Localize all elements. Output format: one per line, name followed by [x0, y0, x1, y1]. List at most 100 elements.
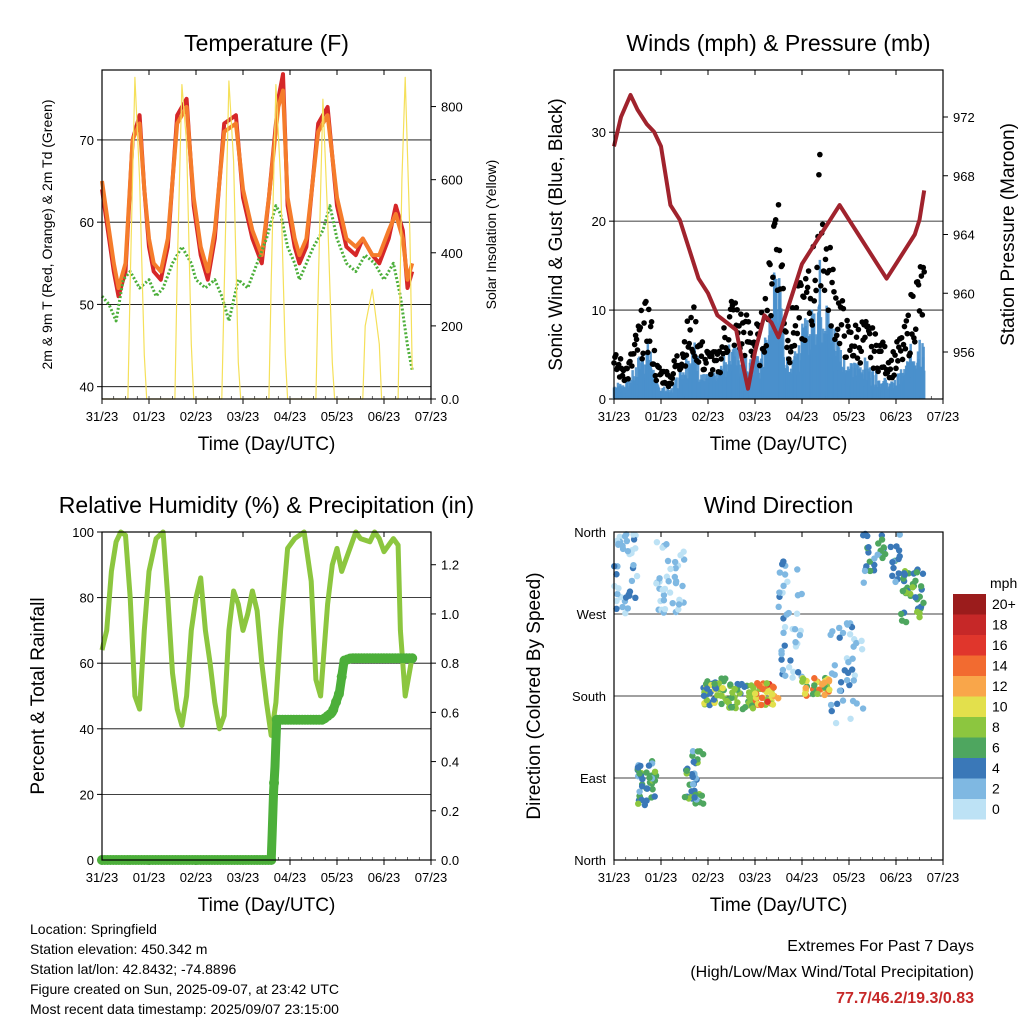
gust-point	[806, 310, 813, 317]
precip-point	[331, 696, 342, 707]
direction-point	[844, 621, 851, 628]
gust-point	[688, 314, 694, 321]
direction-point	[666, 589, 674, 596]
direction-point	[865, 544, 872, 551]
gust-point	[851, 343, 858, 350]
x-tick-label: 01/23	[133, 409, 166, 424]
direction-point	[841, 667, 848, 674]
y-tick-label: North	[574, 853, 606, 868]
gust-point	[633, 336, 640, 343]
gust-point	[905, 312, 912, 319]
gust-point	[708, 353, 715, 360]
direction-point	[901, 571, 908, 578]
y2-tick-label: 200	[441, 319, 463, 334]
gust-point	[770, 274, 776, 281]
y2-tick-label: 968	[953, 169, 975, 184]
direction-point	[775, 603, 782, 611]
gust-point	[841, 333, 848, 339]
gust-point	[708, 371, 714, 378]
y-tick-label: 80	[80, 591, 94, 606]
x-tick-label: 01/23	[645, 870, 678, 885]
plot-frame	[101, 531, 432, 861]
gust-point	[918, 273, 925, 279]
y2-tick-label: 0.6	[441, 705, 459, 720]
chart-2: 0 10 20 30 956 960 964 968 972 31/23 01/23 02/23 03/…	[546, 30, 1019, 455]
gust-point	[816, 171, 822, 178]
legend-swatch	[953, 655, 986, 676]
gust-point	[619, 372, 626, 379]
gust-point	[804, 284, 811, 291]
direction-point	[636, 788, 643, 795]
gust-point	[769, 281, 775, 287]
direction-point	[912, 594, 919, 601]
x-tick-label: 06/23	[880, 409, 913, 424]
speed-legend: mph 20+ 18 16 14 12 10 8 6 4 2 0	[953, 575, 1017, 820]
gust-point	[625, 376, 631, 382]
direction-point	[778, 656, 785, 663]
direction-point	[828, 707, 835, 715]
direction-point	[778, 650, 785, 658]
direction-point	[727, 681, 734, 688]
x-tick-label: 31/23	[86, 870, 119, 885]
gust-point	[821, 287, 828, 294]
chart-3: 0 20 40 60 80 100 0.0 0.2 0.4 0.6 0.8 1.0 1.2 31/23 01…	[28, 492, 474, 916]
direction-point	[669, 599, 676, 607]
gust-point	[682, 363, 689, 369]
direction-point	[790, 668, 797, 675]
direction-point	[698, 792, 706, 799]
gust-point	[912, 338, 918, 345]
gust-point	[809, 322, 816, 328]
direction-point	[633, 572, 641, 580]
gust-point	[692, 353, 698, 360]
gust-point	[845, 323, 851, 330]
gust-point	[891, 372, 897, 378]
direction-point	[734, 699, 741, 706]
gust-point	[786, 359, 793, 366]
direction-point	[839, 629, 847, 637]
gust-point	[775, 201, 782, 208]
precip-point	[336, 671, 347, 682]
gust-point	[822, 256, 829, 263]
gust-point	[811, 298, 818, 304]
direction-point	[751, 690, 759, 697]
gust-point	[698, 353, 705, 360]
direction-point	[814, 690, 821, 698]
chart-4: North East South West North 31/23 01/23 02/23 03…	[524, 492, 1017, 916]
direction-point	[825, 676, 833, 684]
gust-point	[634, 347, 641, 353]
x-tick-label: 05/23	[833, 870, 866, 885]
direction-point	[720, 678, 727, 685]
y2-tick-label: 964	[953, 228, 975, 243]
gust-point	[912, 326, 919, 333]
gust-point	[825, 307, 832, 314]
y2-tick-label: 1.2	[441, 558, 459, 573]
x-axis-label: Time (Day/UTC)	[710, 434, 848, 455]
gust-point	[844, 317, 850, 324]
gust-point	[875, 368, 881, 375]
direction-point	[796, 631, 804, 639]
gust-point	[919, 312, 926, 318]
gust-point	[915, 282, 922, 288]
gust-point	[656, 364, 662, 371]
direction-point	[665, 578, 672, 585]
station-elevation: Station elevation: 450.342 m	[30, 941, 208, 957]
gust-point	[695, 359, 702, 365]
direction-point	[728, 694, 735, 702]
gust-point	[631, 341, 638, 348]
direction-point	[801, 690, 809, 697]
direction-point	[663, 541, 670, 548]
direction-point	[913, 569, 921, 576]
gust-point	[793, 304, 800, 311]
legend-label: 4	[992, 760, 1000, 776]
gust-point	[776, 247, 783, 254]
legend-swatch	[953, 635, 986, 656]
plot-area	[611, 530, 927, 809]
gust-point	[902, 345, 909, 352]
direction-point	[683, 767, 690, 774]
x-tick-label: 31/23	[86, 409, 119, 424]
direction-point	[689, 748, 697, 755]
extremes-subtitle: (High/Low/Max Wind/Total Precipitation)	[690, 964, 974, 981]
direction-point	[837, 679, 845, 686]
direction-point	[675, 601, 683, 608]
x-tick-label: 04/23	[786, 409, 819, 424]
